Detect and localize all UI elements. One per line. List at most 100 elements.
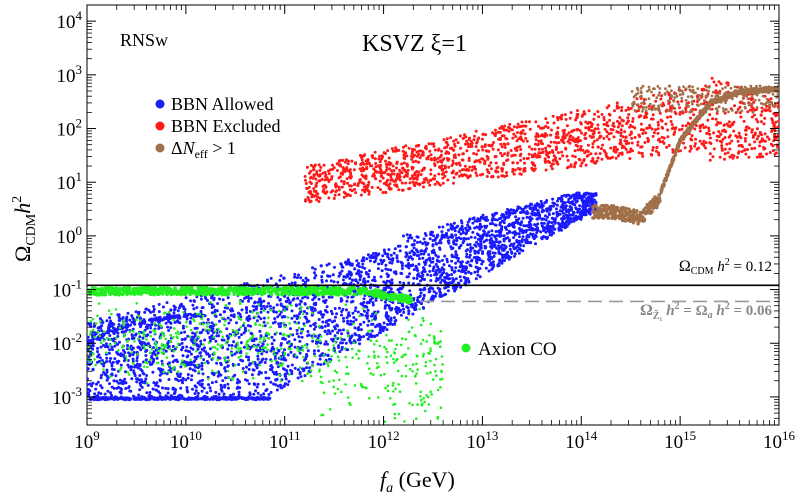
- bbn-excluded-point: [662, 141, 666, 145]
- bbn-excluded-point: [651, 113, 655, 117]
- bbn-excluded-point: [617, 122, 621, 126]
- bbn-excluded-point: [576, 148, 580, 152]
- bbn-allowed-point: [358, 273, 361, 277]
- bbn-excluded-point: [443, 174, 447, 178]
- bbn-excluded-point: [755, 127, 759, 131]
- bbn-excluded-point: [720, 146, 724, 150]
- bbn-allowed-point: [378, 325, 382, 329]
- bbn-allowed-point: [500, 261, 504, 265]
- bbn-excluded-point: [660, 94, 664, 98]
- bbn-allowed-point: [141, 371, 145, 375]
- bbn-excluded-point: [454, 172, 458, 176]
- bbn-allowed-point: [466, 243, 470, 247]
- bbn-excluded-point: [746, 148, 750, 151]
- bbn-allowed-point: [208, 336, 212, 340]
- bbn-allowed-point: [191, 331, 195, 335]
- bbn-excluded-point: [631, 149, 635, 153]
- bbn-allowed-point: [562, 207, 565, 211]
- bbn-allowed-point: [579, 217, 583, 221]
- bbn-allowed-point: [253, 301, 257, 305]
- bbn-allowed-point: [351, 299, 355, 303]
- bbn-allowed-point: [345, 308, 348, 312]
- bbn-allowed-point: [551, 197, 555, 201]
- bbn-allowed-point: [402, 307, 405, 311]
- bbn-allowed-point: [423, 263, 427, 267]
- bbn-excluded-point: [391, 149, 395, 153]
- bbn-allowed-point: [408, 272, 412, 276]
- bbn-allowed-point: [226, 382, 230, 386]
- bbn-excluded-point: [359, 193, 363, 197]
- bbn-allowed-point: [117, 359, 121, 363]
- bbn-allowed-point: [88, 322, 91, 326]
- bbn-excluded-point: [334, 190, 338, 194]
- bbn-allowed-point: [192, 360, 196, 364]
- bbn-excluded-point: [698, 129, 702, 133]
- bbn-allowed-point: [308, 366, 312, 370]
- bbn-allowed-point: [569, 219, 573, 223]
- bbn-excluded-point: [643, 141, 647, 144]
- bbn-excluded-point: [751, 97, 755, 101]
- bbn-excluded-point: [413, 148, 416, 152]
- bbn-allowed-point: [210, 321, 214, 325]
- bbn-allowed-point: [227, 386, 230, 390]
- bbn-excluded-point: [508, 122, 512, 126]
- bbn-excluded-point: [761, 155, 765, 159]
- bbn-allowed-point: [526, 224, 530, 228]
- bbn-allowed-point: [240, 308, 244, 312]
- bbn-allowed-point: [258, 297, 262, 301]
- bbn-allowed-point: [303, 310, 306, 313]
- bbn-allowed-point: [157, 327, 161, 330]
- bbn-excluded-point: [496, 148, 500, 152]
- bbn-excluded-point: [584, 131, 588, 135]
- bbn-allowed-point: [293, 314, 296, 318]
- bbn-allowed-point: [230, 344, 234, 347]
- bbn-allowed-point: [245, 311, 249, 314]
- bbn-excluded-point: [657, 138, 661, 142]
- bbn-allowed-point: [389, 316, 393, 320]
- bbn-allowed-point: [398, 249, 402, 253]
- bbn-allowed-point: [559, 205, 563, 209]
- bbn-excluded-point: [731, 123, 735, 127]
- bbn-excluded-point: [527, 145, 531, 149]
- bbn-allowed-point: [413, 308, 417, 312]
- bbn-excluded-point: [678, 112, 682, 116]
- bbn-excluded-point: [309, 175, 313, 179]
- bbn-excluded-point: [747, 155, 751, 159]
- bbn-allowed-point: [414, 265, 418, 268]
- bbn-allowed-point: [535, 202, 539, 206]
- bbn-excluded-point: [445, 145, 448, 149]
- bbn-allowed-point: [105, 360, 109, 363]
- bbn-allowed-point: [321, 315, 325, 319]
- bbn-allowed-point: [546, 229, 550, 233]
- bbn-excluded-point: [388, 182, 392, 186]
- bbn-allowed-point: [470, 259, 474, 263]
- bbn-allowed-point: [144, 325, 148, 329]
- bbn-allowed-point: [540, 237, 544, 241]
- bbn-allowed-point: [290, 372, 294, 376]
- bbn-allowed-point: [241, 299, 245, 303]
- bbn-excluded-point: [326, 178, 330, 182]
- bbn-excluded-point: [647, 138, 650, 142]
- bbn-allowed-point: [560, 222, 564, 226]
- bbn-excluded-point: [321, 184, 325, 188]
- bbn-allowed-point: [91, 334, 94, 338]
- bbn-allowed-point: [172, 387, 176, 391]
- bbn-allowed-point: [545, 199, 549, 202]
- bbn-allowed-point: [494, 237, 498, 241]
- bbn-allowed-point: [539, 199, 543, 203]
- bbn-excluded-point: [415, 170, 419, 173]
- bbn-allowed-point: [108, 348, 112, 352]
- bbn-allowed-point: [452, 242, 456, 246]
- bbn-allowed-point: [507, 257, 511, 261]
- bbn-allowed-point: [181, 346, 185, 350]
- bbn-allowed-point: [429, 232, 432, 236]
- bbn-allowed-point: [476, 270, 480, 274]
- bbn-allowed-point: [270, 335, 274, 339]
- bbn-excluded-point: [602, 118, 606, 122]
- bbn-allowed-point: [524, 238, 528, 241]
- bbn-allowed-point: [586, 204, 590, 208]
- bbn-excluded-point: [422, 167, 426, 171]
- bbn-allowed-point: [422, 296, 426, 300]
- bbn-allowed-point: [210, 311, 214, 315]
- bbn-allowed-point: [259, 334, 263, 338]
